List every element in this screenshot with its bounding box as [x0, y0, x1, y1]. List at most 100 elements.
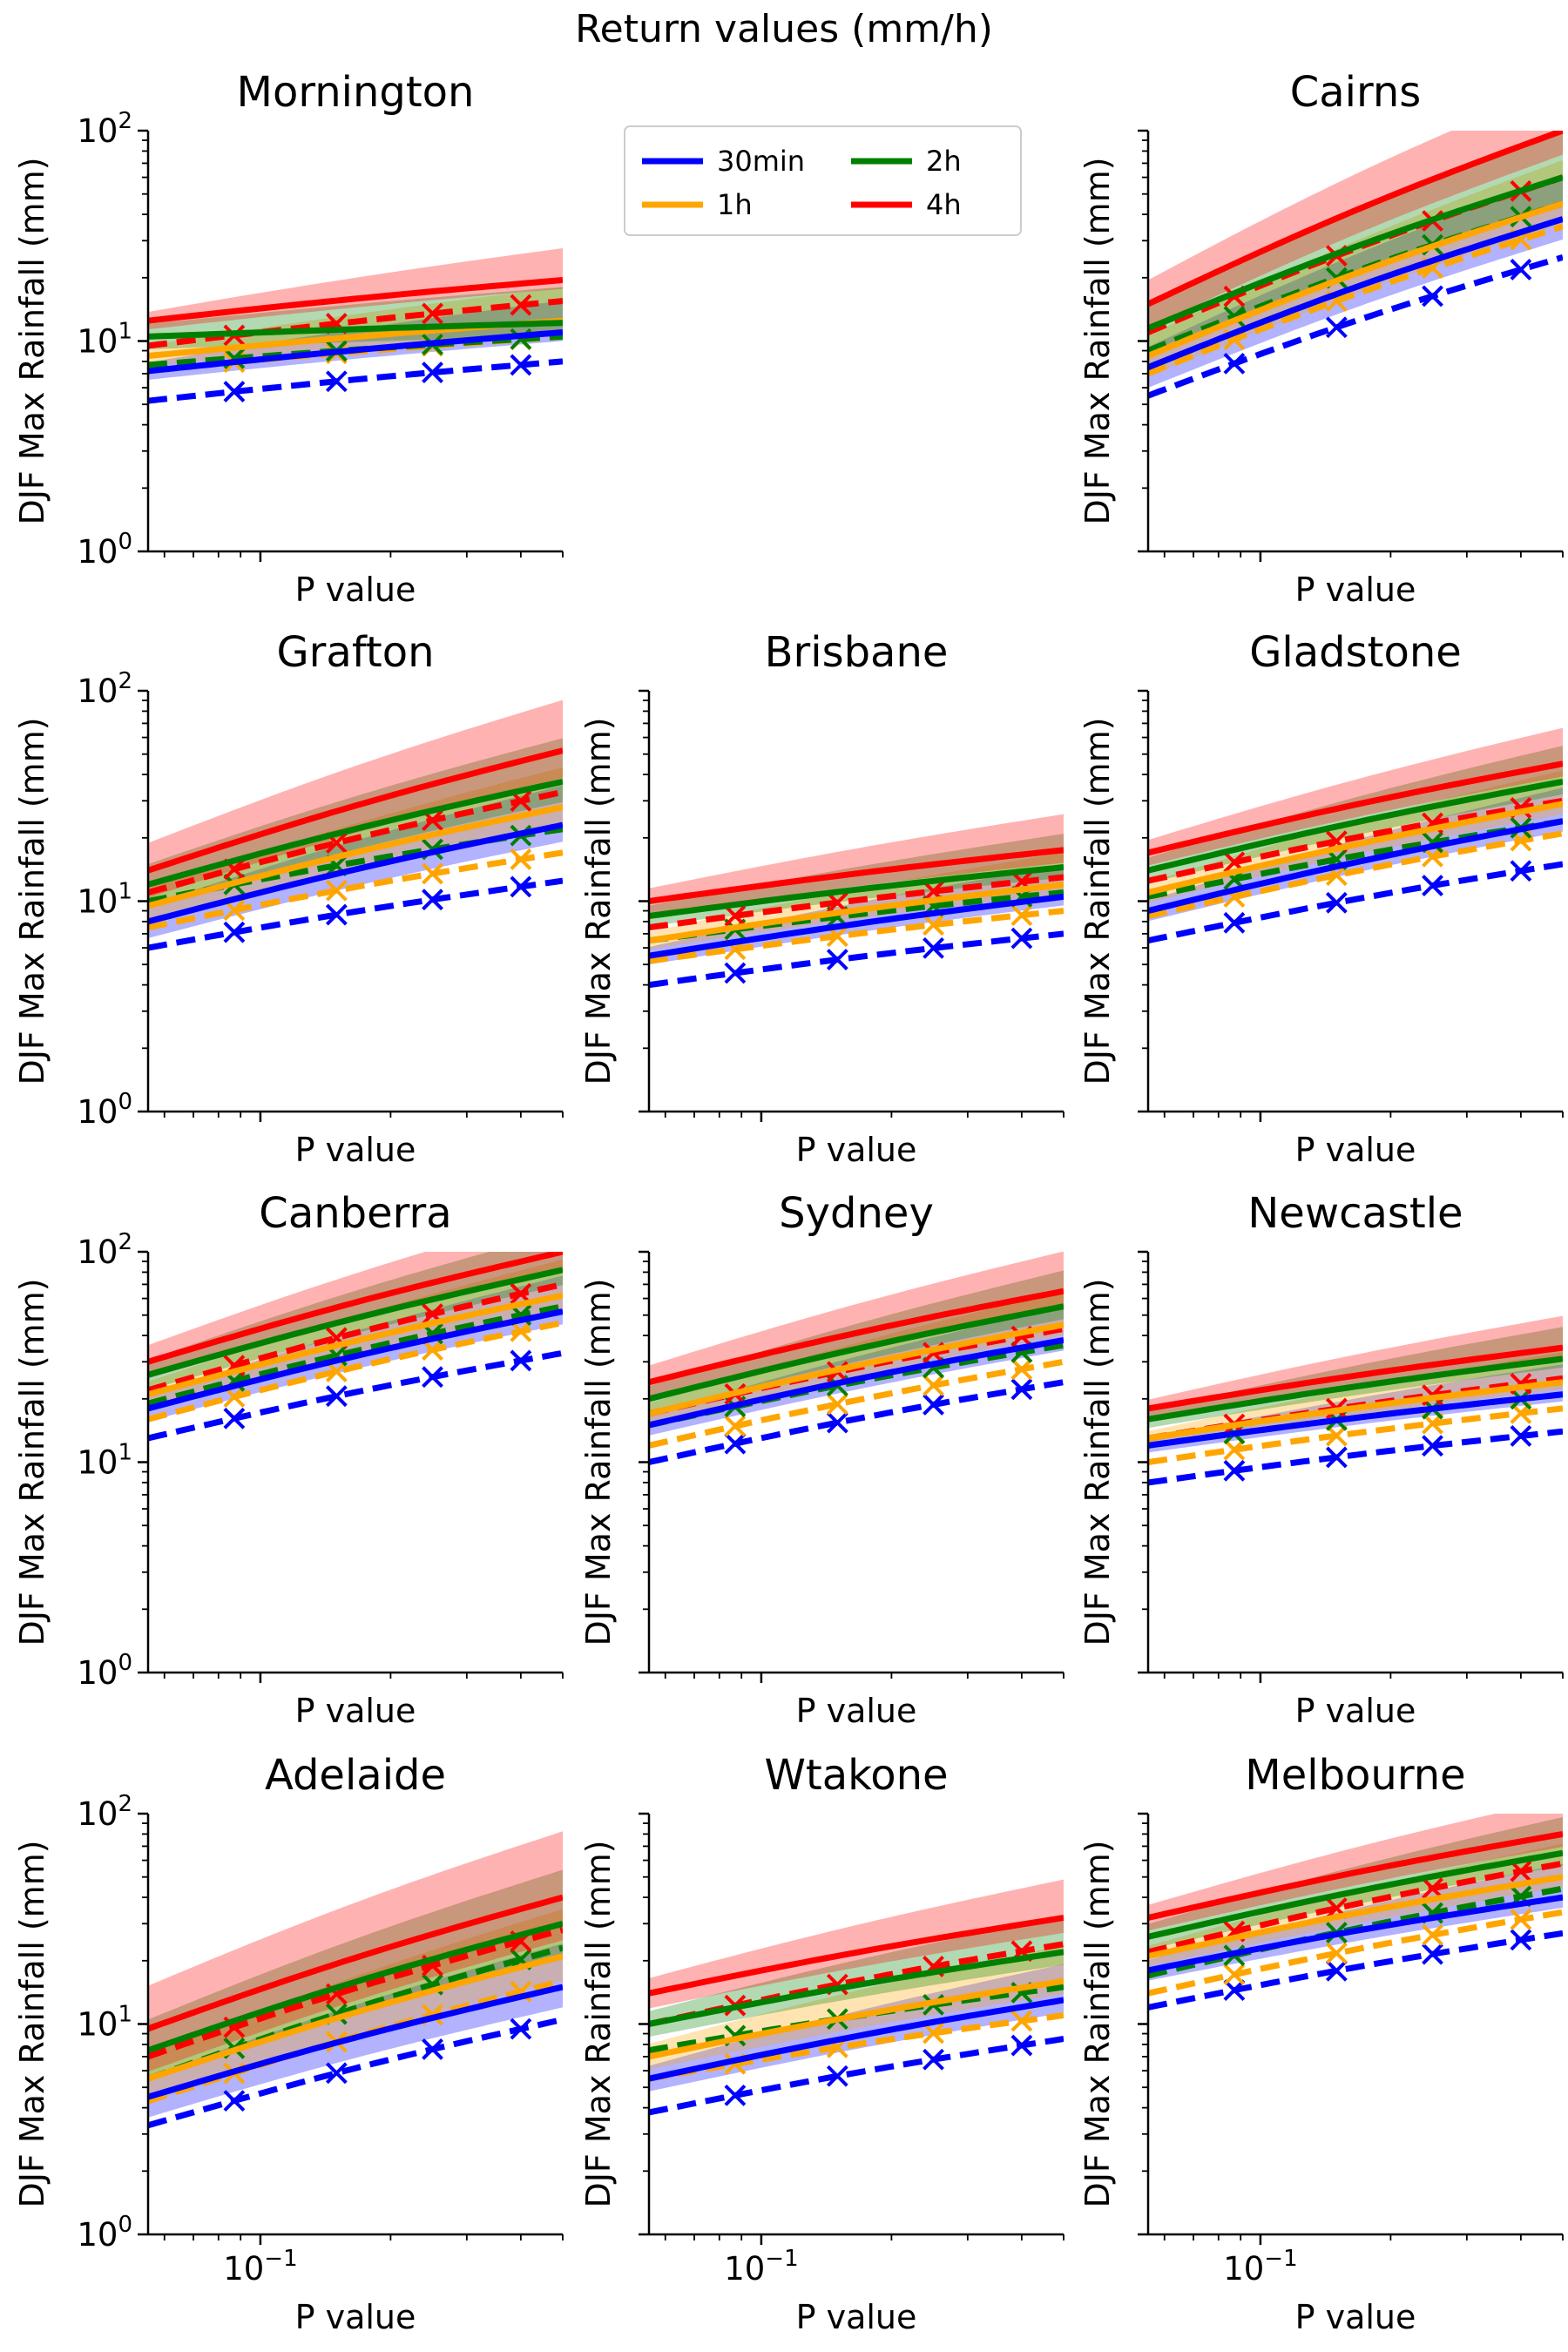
x-axis-label: P value [295, 1692, 416, 1730]
marker-1h-0 [1223, 1963, 1246, 1986]
marker-1h-0 [724, 1415, 747, 1437]
marker-1h-2 [1422, 1923, 1443, 1946]
solid-line-2h [148, 1920, 563, 2054]
solid-line-2h [1148, 1355, 1563, 1423]
x-axis-label: P value [1295, 1131, 1416, 1169]
marker-30min-0 [223, 1407, 246, 1429]
dashed-line-1h [1148, 830, 1563, 919]
band-30min [1148, 175, 1563, 389]
x-axis-label: P value [796, 2298, 917, 2336]
solid-line-1h [1148, 1874, 1563, 1960]
dashed-line-30min [649, 2036, 1064, 2116]
solid-line-1h [1148, 801, 1563, 896]
marker-1h-2 [923, 914, 944, 936]
marker-30min-3 [510, 1349, 532, 1372]
dashed-line-4h [148, 1281, 563, 1394]
solid-line-2h [1148, 778, 1563, 874]
solid-line-4h [649, 1915, 1064, 1997]
plot-area [649, 1879, 1064, 2116]
solid-line-30min [148, 821, 563, 925]
legend-label-2h: 2h [926, 145, 962, 178]
solid-line-2h [1148, 174, 1563, 332]
y-axis-label: DJF Max Rainfall (mm) [1078, 717, 1117, 1085]
plot-area [148, 1252, 563, 1442]
dashed-line-30min [148, 1349, 563, 1442]
panel-grafton: 100 101 102 Grafton P value DJF Max Rainfall … [13, 628, 564, 1169]
dashed-line-4h [148, 298, 563, 349]
marker-30min-2 [422, 362, 443, 383]
marker-1h-1 [1325, 1942, 1348, 1964]
marker-30min-3 [1510, 1929, 1532, 1951]
y-tick-label-100: 102 [77, 1229, 132, 1271]
solid-line-30min [148, 1984, 563, 2100]
legend: 30min 1h 2h 4h [624, 125, 1022, 236]
plot-area [649, 814, 1064, 989]
legend-label-4h: 4h [926, 188, 962, 221]
x-axis-label: P value [1295, 1692, 1416, 1730]
y-axis-label: DJF Max Rainfall (mm) [1078, 157, 1117, 524]
panel-melbourne: 10−1 Melbourne P value DJF Max Rainfall (mm… [1078, 1751, 1564, 2336]
y-tick-label-100: 102 [77, 668, 132, 710]
solid-line-2h [148, 320, 563, 340]
marker-30min-2 [923, 936, 944, 959]
plot-area [148, 247, 563, 404]
solid-line-2h [148, 778, 563, 888]
dashed-line-30min [1148, 1428, 1563, 1486]
solid-line-30min [148, 329, 563, 375]
marker-30min-1 [826, 2065, 848, 2087]
dashed-line-1h [1148, 1909, 1563, 1997]
marker-1h-2 [923, 2022, 944, 2044]
solid-line-1h [1148, 200, 1563, 359]
y-axis-label: DJF Max Rainfall (mm) [13, 1278, 51, 1646]
y-tick-label-10: 101 [77, 879, 132, 921]
panel-title: Mornington [237, 68, 475, 117]
band-2h [649, 1270, 1064, 1412]
dashed-line-1h [649, 1358, 1064, 1449]
panel-title: Melbourne [1245, 1751, 1465, 1800]
dashed-line-30min [148, 358, 563, 404]
marker-4h-2 [422, 302, 443, 325]
solid-line-1h [649, 881, 1064, 944]
marker-1h-3 [1010, 904, 1033, 927]
marker-30min-0 [1223, 352, 1246, 375]
solid-line-30min [1148, 1391, 1563, 1449]
solid-line-4h [1148, 760, 1563, 856]
marker-4h-2 [1422, 1877, 1443, 1900]
dashed-line-30min [1148, 1930, 1563, 2011]
y-axis-label: DJF Max Rainfall (mm) [579, 1840, 618, 2207]
marker-30min-0 [223, 2090, 246, 2112]
panel-mornington: 100 101 102 Mornington P value DJF Max Rainfa… [13, 68, 564, 609]
x-tick-label-0.1: 10−1 [724, 2246, 798, 2288]
dashed-line-30min [148, 877, 563, 951]
marker-1h-1 [1325, 1424, 1348, 1447]
marker-30min-0 [724, 2084, 747, 2106]
panel-title: Brisbane [765, 628, 949, 677]
y-axis-label: DJF Max Rainfall (mm) [579, 1278, 618, 1646]
marker-30min-3 [1510, 259, 1532, 280]
dashed-line-4h [1148, 797, 1563, 884]
solid-line-4h [1148, 131, 1563, 308]
marker-30min-0 [1223, 1459, 1246, 1482]
band-2h [1148, 746, 1563, 883]
solid-line-30min [649, 1997, 1064, 2082]
solid-line-4h [649, 847, 1064, 904]
solid-line-30min [1148, 818, 1563, 915]
legend-box [624, 125, 1022, 236]
y-axis-label: DJF Max Rainfall (mm) [13, 157, 51, 524]
marker-30min-2 [923, 2048, 944, 2071]
marker-30min-1 [325, 1385, 348, 1408]
solid-line-2h [649, 1949, 1064, 2027]
marker-4h-3 [1510, 1860, 1532, 1882]
y-tick-label-1: 100 [77, 529, 132, 571]
dashed-line-1h [649, 908, 1064, 964]
plot-area [1148, 131, 1563, 399]
plot-area [148, 700, 563, 951]
marker-30min-0 [724, 1432, 747, 1455]
marker-4h-0 [724, 904, 747, 927]
band-4h [148, 700, 563, 898]
marker-30min-1 [1325, 316, 1348, 339]
panel-newcastle: Newcastle P value DJF Max Rainfall (mm) [1078, 1189, 1564, 1730]
panel-title: Newcastle [1247, 1189, 1463, 1238]
x-axis-label: P value [295, 2298, 416, 2336]
solid-line-1h [148, 804, 563, 909]
